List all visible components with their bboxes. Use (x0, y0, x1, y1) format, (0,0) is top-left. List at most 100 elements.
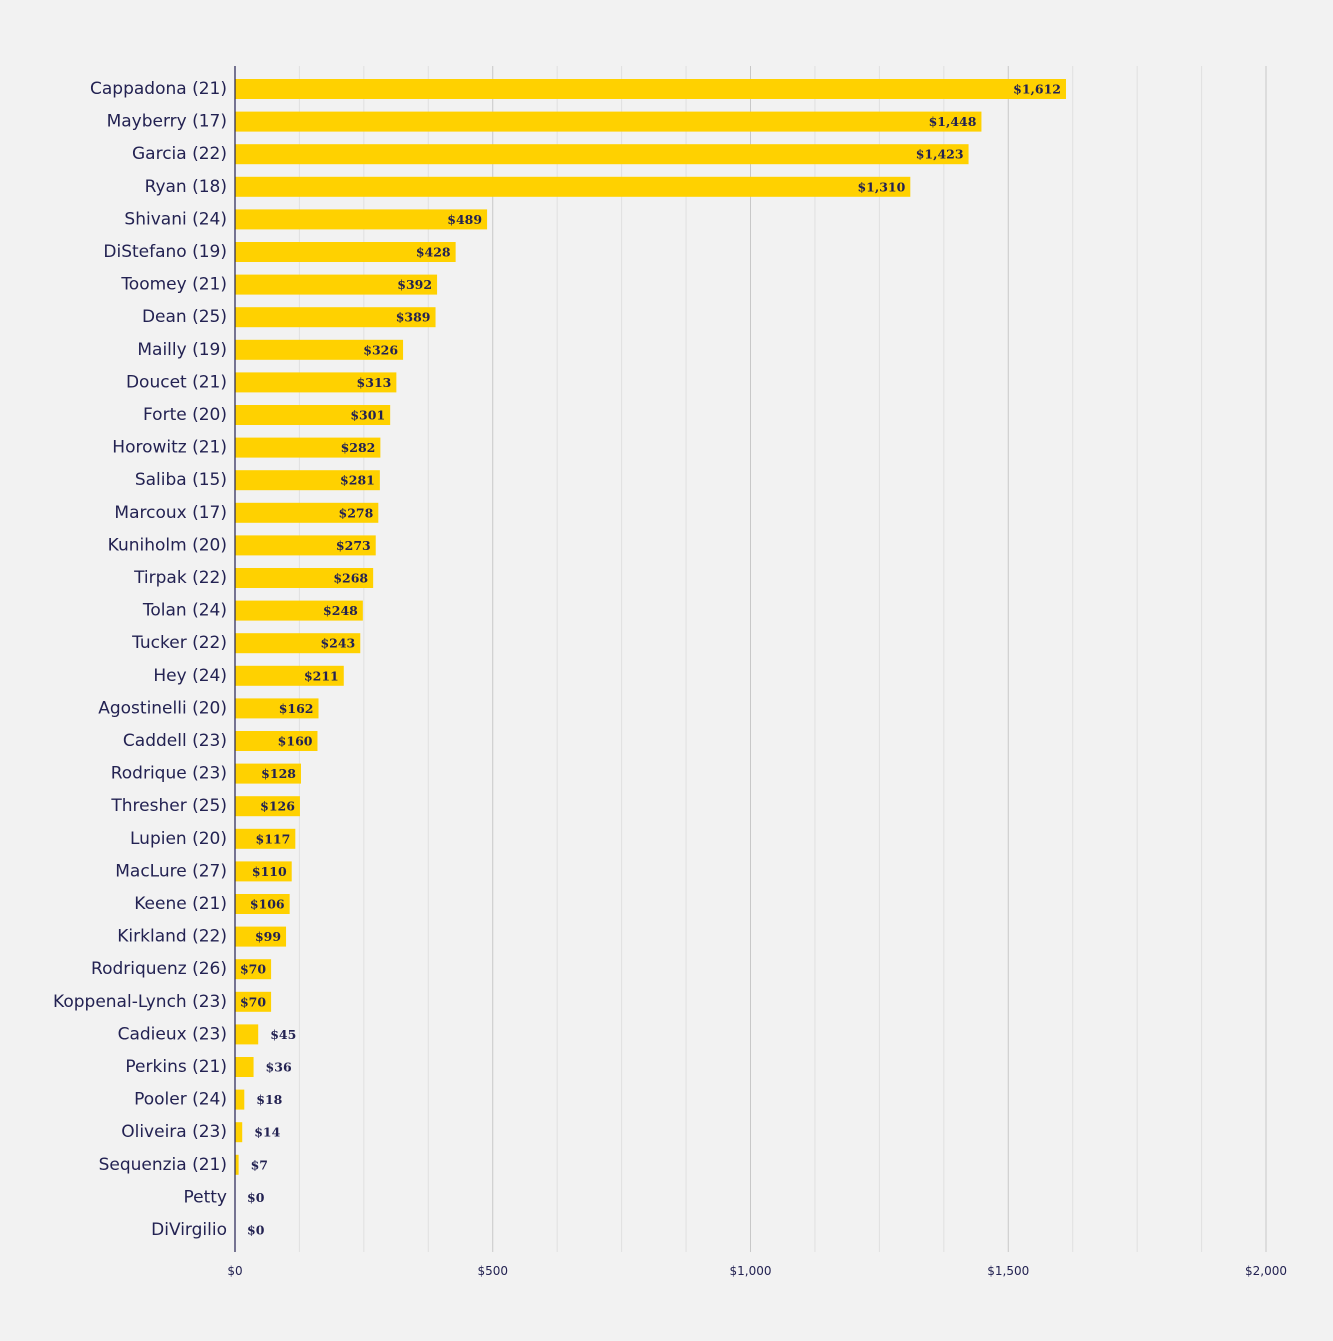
value-label: $243 (320, 636, 355, 651)
category-label: Shivani (24) (124, 209, 227, 229)
value-label: $0 (247, 1190, 265, 1205)
bar (235, 242, 456, 262)
category-label: Perkins (21) (125, 1057, 227, 1077)
value-label: $128 (261, 766, 296, 781)
category-label: Kuniholm (20) (108, 535, 227, 555)
category-label: Mailly (19) (137, 340, 227, 360)
bar (235, 144, 969, 165)
category-label: Doucet (21) (126, 372, 227, 392)
x-tick-label: $0 (227, 1264, 242, 1278)
value-label: $389 (396, 310, 431, 325)
category-label: Dean (25) (142, 307, 227, 327)
bar (235, 111, 982, 132)
value-label: $1,612 (1013, 82, 1061, 97)
value-label: $117 (256, 831, 291, 846)
bar (235, 568, 374, 588)
category-label: DiVirgilio (151, 1220, 227, 1240)
bar (235, 437, 381, 458)
category-label: Agostinelli (20) (98, 698, 227, 718)
category-label: Tucker (22) (131, 633, 227, 653)
value-label: $126 (260, 799, 295, 814)
value-label: $268 (333, 571, 368, 586)
category-label: Thresher (25) (110, 796, 227, 816)
bars (235, 79, 1066, 1175)
bar (235, 665, 344, 686)
category-label: DiStefano (19) (103, 242, 227, 262)
category-label: Caddell (23) (123, 731, 227, 751)
value-label: $392 (397, 277, 432, 292)
value-label: $18 (256, 1092, 282, 1107)
category-label: Rodrique (23) (111, 764, 227, 784)
bar (235, 1057, 254, 1077)
value-label: $162 (279, 701, 314, 716)
bar (235, 991, 272, 1012)
bar (235, 470, 380, 491)
value-label: $70 (240, 962, 266, 977)
category-label: Rodriquenz (26) (91, 959, 227, 979)
category-label: Tirpak (22) (133, 568, 227, 588)
category-label: MacLure (27) (115, 861, 227, 881)
value-label: $282 (341, 440, 376, 455)
category-label: Cappadona (21) (90, 79, 227, 99)
category-label: Garcia (22) (132, 144, 227, 164)
bar (235, 828, 296, 849)
value-label: $1,448 (929, 114, 977, 129)
category-label: Pooler (24) (134, 1090, 227, 1110)
bar (235, 763, 301, 784)
bar (235, 405, 391, 425)
value-label: $70 (240, 994, 266, 1009)
bar (235, 959, 272, 980)
value-labels: $1,612 $1,448 $1,423 $1,310 $489 $428 $392 $389… (240, 82, 1061, 1238)
category-label: Koppenal-Lynch (23) (53, 992, 227, 1012)
value-label: $0 (247, 1223, 265, 1238)
category-label: Marcoux (17) (114, 503, 227, 523)
value-label: $1,423 (916, 147, 964, 162)
category-label: Sequenzia (21) (99, 1155, 227, 1175)
x-tick-label: $1,000 (730, 1264, 772, 1278)
bar (235, 1154, 239, 1175)
bar (235, 926, 287, 947)
grid-lines (298, 66, 1267, 1252)
bar (235, 1089, 245, 1110)
value-label: $1,310 (857, 179, 905, 194)
value-label: $273 (336, 538, 371, 553)
category-label: Hey (24) (153, 666, 227, 686)
bar (235, 274, 438, 295)
bar (235, 176, 911, 197)
category-label: Cadieux (23) (118, 1024, 227, 1044)
category-label: Toomey (21) (120, 275, 227, 295)
category-label: Saliba (15) (135, 470, 227, 490)
x-tick-label: $2,000 (1245, 1264, 1287, 1278)
value-label: $110 (252, 864, 287, 879)
x-tick-label: $500 (477, 1264, 508, 1278)
bar (235, 894, 290, 914)
bar (235, 209, 488, 230)
category-label: Kirkland (22) (117, 927, 227, 947)
value-label: $281 (340, 473, 375, 488)
x-axis-tick-labels: $0 $500 $1,000 $1,500 $2,000 (227, 1264, 1287, 1278)
value-label: $36 (266, 1060, 292, 1075)
bar (235, 731, 318, 751)
category-label: Keene (21) (134, 894, 227, 914)
value-label: $160 (278, 734, 313, 749)
bar (235, 1024, 259, 1045)
value-label: $313 (357, 375, 392, 390)
bar (235, 1122, 243, 1143)
bar (235, 633, 361, 654)
value-label: $278 (339, 505, 374, 520)
bar (235, 372, 397, 393)
value-label: $211 (304, 668, 339, 683)
category-label: Petty (184, 1187, 228, 1207)
bar (235, 79, 1066, 99)
bar (235, 535, 376, 556)
value-label: $14 (254, 1125, 280, 1140)
bar (235, 600, 363, 621)
category-label: Horowitz (21) (112, 438, 227, 458)
bar (235, 307, 436, 328)
value-label: $106 (250, 897, 285, 912)
value-label: $326 (363, 342, 398, 357)
value-label: $99 (255, 929, 281, 944)
bar (235, 796, 300, 817)
category-label: Forte (20) (143, 405, 227, 425)
